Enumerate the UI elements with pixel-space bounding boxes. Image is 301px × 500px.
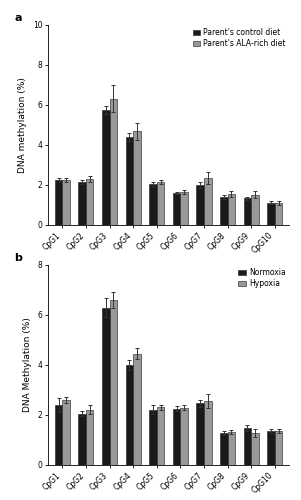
Bar	[180, 408, 188, 465]
Bar	[78, 182, 86, 225]
Bar	[173, 409, 180, 465]
Bar	[197, 403, 204, 465]
Bar	[197, 185, 204, 225]
Bar	[133, 132, 141, 225]
Bar	[275, 431, 282, 465]
Text: b: b	[14, 253, 22, 263]
Bar	[149, 184, 157, 225]
Bar	[78, 414, 86, 465]
Bar	[102, 308, 110, 465]
Bar	[157, 407, 164, 465]
Bar	[251, 433, 259, 465]
Bar	[267, 431, 275, 465]
Bar	[251, 194, 259, 225]
Bar	[244, 428, 251, 465]
Bar	[267, 202, 275, 225]
Bar	[86, 410, 94, 465]
Bar	[110, 98, 117, 225]
Bar	[173, 193, 180, 225]
Bar	[110, 300, 117, 465]
Bar	[204, 400, 212, 465]
Bar	[220, 196, 228, 225]
Bar	[133, 354, 141, 465]
Bar	[126, 136, 133, 225]
Bar	[228, 194, 235, 225]
Bar	[55, 180, 62, 225]
Bar	[149, 410, 157, 465]
Legend: Normoxia, Hypoxia: Normoxia, Hypoxia	[237, 266, 287, 289]
Bar	[55, 405, 62, 465]
Y-axis label: DNA methylation (%): DNA methylation (%)	[18, 77, 27, 173]
Bar	[204, 178, 212, 225]
Bar	[62, 180, 70, 225]
Bar	[275, 203, 282, 225]
Bar	[244, 198, 251, 225]
Bar	[86, 180, 94, 225]
Bar	[126, 364, 133, 465]
Bar	[62, 400, 70, 465]
Bar	[220, 433, 228, 465]
Bar	[157, 182, 164, 225]
Legend: Parent's control diet, Parent's ALA-rich diet: Parent's control diet, Parent's ALA-rich…	[191, 26, 287, 50]
Bar	[228, 432, 235, 465]
Text: a: a	[14, 13, 22, 23]
Y-axis label: DNA Methylation (%): DNA Methylation (%)	[23, 318, 32, 412]
Bar	[180, 192, 188, 225]
Bar	[102, 110, 110, 225]
